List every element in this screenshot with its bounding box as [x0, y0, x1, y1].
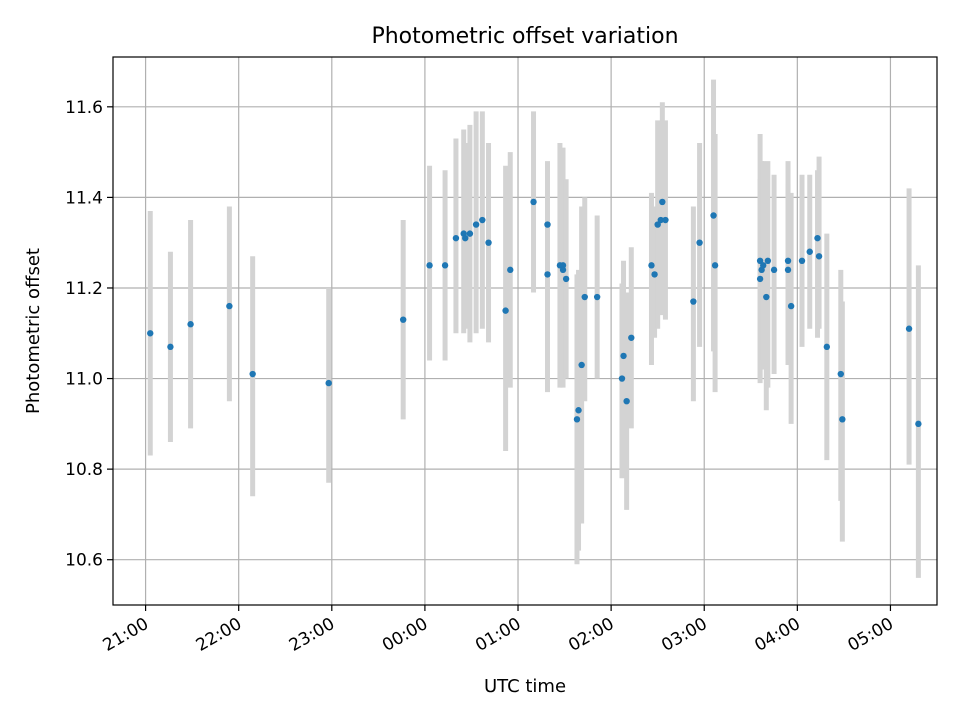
y-tick-label: 10.6	[65, 551, 103, 571]
data-point	[226, 302, 233, 310]
data-point	[837, 370, 844, 378]
data-point	[249, 370, 256, 378]
data-point	[657, 216, 664, 224]
data-point	[905, 325, 913, 332]
data-point	[618, 375, 626, 382]
data-point	[562, 275, 570, 283]
data-point	[756, 275, 764, 283]
data-point	[573, 416, 581, 423]
data-points	[147, 198, 922, 428]
x-axis-label: UTC time	[484, 676, 566, 697]
data-point	[507, 266, 514, 274]
data-point	[815, 253, 823, 260]
data-point	[325, 379, 332, 387]
data-point	[623, 397, 630, 405]
data-point	[651, 271, 658, 278]
y-tick-label: 11.6	[65, 98, 103, 118]
y-tick-label: 11.4	[65, 188, 103, 208]
data-point	[806, 248, 813, 255]
data-point	[823, 343, 831, 351]
data-point	[544, 271, 551, 278]
data-point	[654, 221, 661, 228]
y-tick-label: 11.0	[65, 370, 103, 390]
y-tick-label: 11.2	[65, 279, 103, 299]
data-point	[581, 293, 588, 301]
data-point	[662, 216, 669, 224]
data-point	[452, 234, 460, 242]
data-point	[485, 239, 492, 246]
plot-frame	[112, 56, 938, 606]
data-point	[530, 198, 537, 206]
data-point	[620, 352, 627, 360]
data-point	[472, 221, 480, 228]
y-axis-ticks: 10.6 10.8 11.0 11.2 11.4 11.6	[65, 98, 113, 571]
data-point	[559, 262, 567, 269]
data-point	[764, 257, 772, 265]
data-point	[710, 212, 717, 219]
data-point	[167, 343, 174, 351]
data-point	[648, 262, 655, 269]
y-axis-label: Photometric offset	[23, 248, 44, 414]
data-point	[659, 198, 666, 206]
data-point	[462, 234, 469, 242]
data-point	[690, 298, 697, 305]
data-point	[814, 234, 821, 242]
data-point	[759, 262, 767, 269]
data-point	[696, 239, 703, 246]
data-point	[187, 321, 194, 328]
data-point	[798, 257, 806, 265]
data-point	[578, 361, 585, 369]
data-point	[711, 262, 719, 269]
data-point	[839, 416, 846, 423]
y-tick-label: 10.8	[65, 460, 103, 480]
data-point	[763, 293, 770, 301]
data-point	[575, 407, 582, 414]
data-point	[593, 293, 601, 301]
data-point	[479, 216, 486, 224]
data-point	[628, 334, 635, 341]
data-point	[399, 316, 407, 323]
data-point	[787, 302, 795, 310]
data-point	[502, 307, 509, 314]
data-point	[756, 257, 764, 265]
data-point	[915, 420, 922, 428]
data-point	[770, 266, 778, 274]
data-point	[466, 230, 474, 237]
chart-title: Photometric offset variation	[371, 24, 678, 49]
data-point	[147, 330, 154, 337]
data-point	[559, 266, 567, 274]
data-point	[426, 262, 433, 269]
data-point	[784, 257, 792, 265]
data-point	[784, 266, 792, 274]
data-point	[441, 262, 449, 269]
data-point	[544, 221, 551, 228]
